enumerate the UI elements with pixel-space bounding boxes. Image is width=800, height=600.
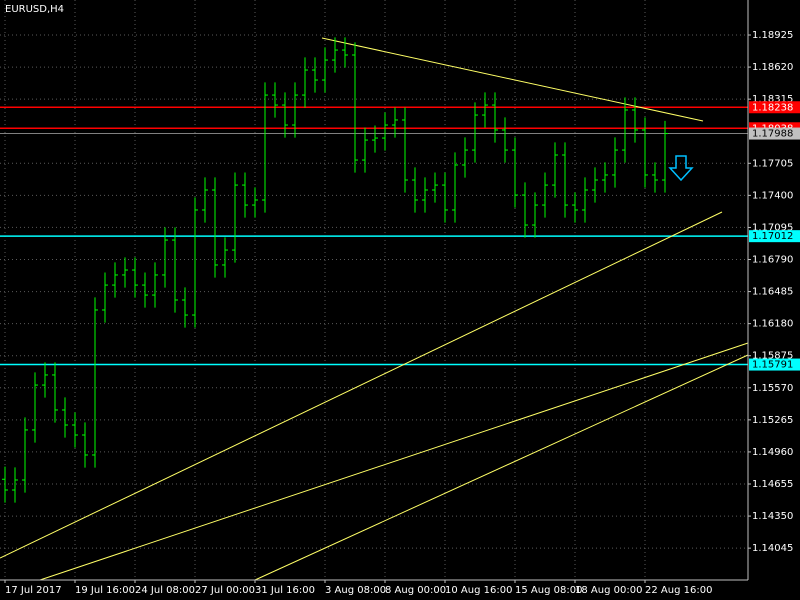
x-tick-label: 19 Jul 16:00: [75, 585, 135, 596]
price-bars: [2, 37, 668, 503]
x-tick-label: 22 Aug 16:00: [645, 585, 712, 596]
x-tick-label: 3 Aug 08:00: [325, 585, 386, 596]
current-price-bg: [749, 127, 800, 140]
trendlines: [0, 37, 749, 581]
x-tick-label: 24 Jul 08:00: [135, 585, 195, 596]
trendline: [39, 342, 749, 581]
level-label-bg: [749, 230, 800, 243]
x-tick-label: 31 Jul 16:00: [255, 585, 315, 596]
y-tick-label: 1.17095: [752, 222, 793, 233]
trendline: [321, 37, 704, 122]
y-tick-label: 1.14960: [752, 447, 793, 458]
level-label: 1.17012: [752, 231, 793, 242]
y-tick-label: 1.17400: [752, 190, 793, 201]
y-tick-label: 1.18925: [752, 30, 793, 41]
x-tick-label: 17 Jul 2017: [5, 585, 62, 596]
level-label: 1.15791: [752, 360, 793, 371]
level-label: 1.18238: [752, 102, 793, 113]
x-tick-label: 27 Jul 00:00: [195, 585, 255, 596]
axis-labels: 1.18925 1.18620 1.18315 1.17705 1.17400 1.170…: [4, 30, 800, 596]
x-tick-label: 18 Aug 00:00: [575, 585, 642, 596]
y-tick-label: 1.15265: [752, 415, 793, 426]
y-tick-label: 1.15875: [752, 351, 793, 362]
trendline: [254, 354, 749, 581]
y-tick-label: 1.18620: [752, 62, 793, 73]
y-tick-label: 1.14350: [752, 511, 793, 522]
y-tick-label: 1.15570: [752, 383, 793, 394]
current-price-label: 1.17988: [752, 129, 793, 140]
y-tick-label: 1.16180: [752, 319, 793, 330]
y-tick-label: 1.14655: [752, 479, 793, 490]
x-tick-label: 15 Aug 08:00: [515, 585, 582, 596]
y-tick-label: 1.16790: [752, 255, 793, 266]
chart-title: EURUSD,H4: [5, 4, 64, 15]
level-label-bg: [749, 101, 800, 114]
x-tick-label: 8 Aug 00:00: [385, 585, 446, 596]
x-tick-label: 10 Aug 16:00: [445, 585, 512, 596]
trendline: [0, 211, 723, 559]
y-tick-label: 1.14045: [752, 543, 793, 554]
level-label-bg: [749, 358, 800, 371]
y-tick-label: 1.18315: [752, 94, 793, 105]
sell-arrow: [668, 155, 694, 182]
y-tick-label: 1.17705: [752, 158, 793, 169]
y-tick-label: 1.16485: [752, 287, 793, 298]
